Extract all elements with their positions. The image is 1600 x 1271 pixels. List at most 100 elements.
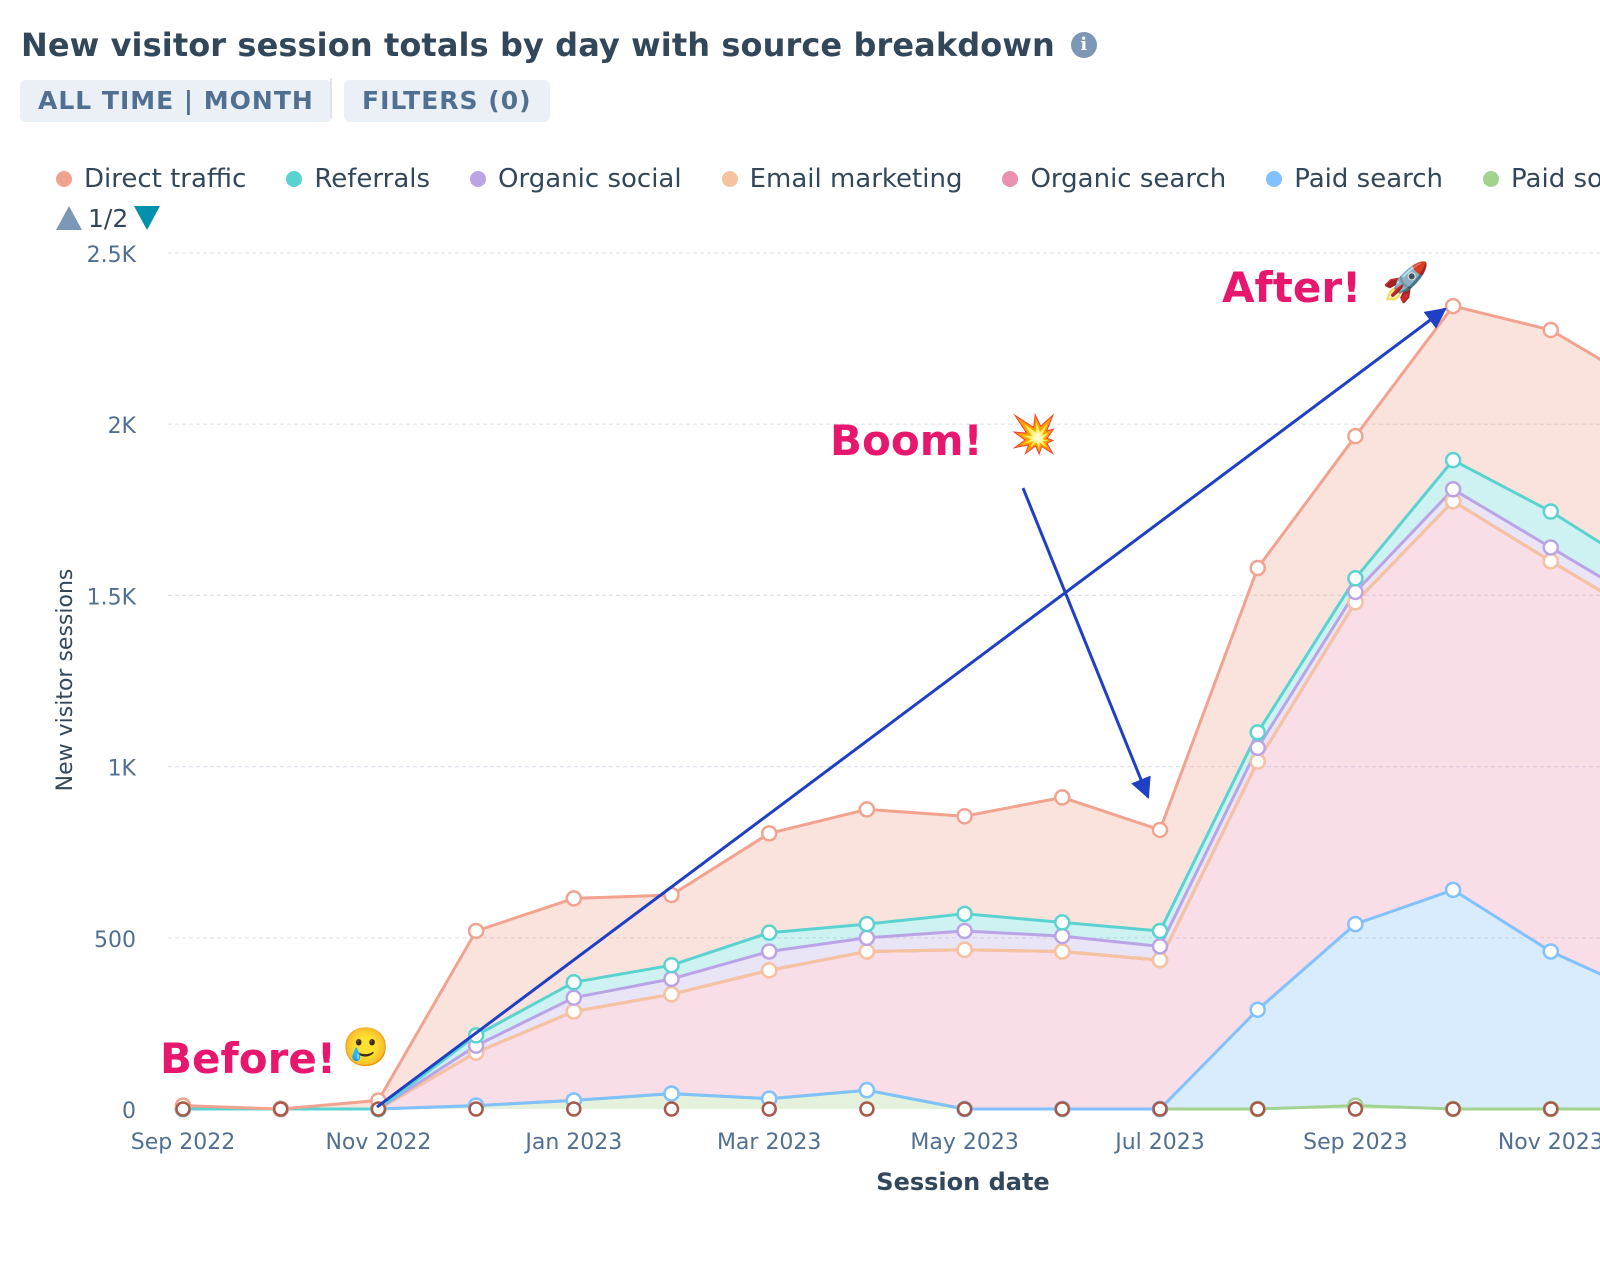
data-point-direct-traffic — [1249, 559, 1266, 577]
x-tick-label: Nov 2022 — [325, 1130, 431, 1155]
legend-dot — [470, 171, 487, 187]
data-point-organic-social — [858, 929, 876, 947]
series-line-paid-search — [183, 888, 1600, 1111]
annotation-emoji: 💥 — [1010, 412, 1057, 457]
legend-item-paid-search[interactable]: Paid search — [1266, 164, 1443, 194]
annotation-label-before: Before! — [160, 1034, 336, 1083]
legend-dot — [1002, 171, 1019, 187]
legend-label: Organic social — [498, 164, 682, 194]
data-point-email-marketing — [565, 1003, 583, 1020]
triangle-down-icon[interactable] — [134, 206, 161, 230]
x-tick-label: Jul 2023 — [1113, 1130, 1205, 1155]
data-point-organic-social — [1542, 539, 1560, 556]
annotation-label-boom: Boom! — [830, 416, 983, 465]
baseline-point — [1543, 1101, 1559, 1117]
data-point-direct-traffic — [1347, 427, 1364, 445]
data-point-direct-traffic — [467, 922, 485, 940]
data-point-organic-social — [1151, 938, 1169, 955]
data-point-direct-traffic — [1151, 821, 1169, 839]
legend-item-referrals[interactable]: Referrals — [286, 164, 430, 194]
data-point-organic-social — [663, 970, 680, 988]
area-paid-social — [183, 1090, 1600, 1109]
data-point-organic-social — [565, 989, 583, 1006]
x-tick-label: Nov 2023 — [1498, 1130, 1600, 1155]
data-point-email-marketing — [760, 962, 778, 979]
legend-dot — [1483, 171, 1500, 187]
baseline-point — [859, 1101, 875, 1117]
data-point-paid-search — [1542, 943, 1560, 960]
data-point-paid-search — [1249, 1001, 1266, 1018]
chart-legend: Direct traffic Referrals Organic social Ema… — [56, 162, 1600, 196]
data-point-direct-traffic — [956, 807, 973, 825]
data-point-paid-search — [1444, 881, 1462, 899]
boom-arrow — [1021, 487, 1151, 799]
legend-item-organic-search[interactable]: Organic search — [1002, 164, 1226, 194]
baseline-point — [566, 1101, 582, 1117]
series-line-email-marketing — [183, 499, 1600, 1111]
data-point-referrals — [1151, 922, 1169, 940]
legend-item-email-marketing[interactable]: Email marketing — [721, 164, 963, 194]
legend-label: Referrals — [314, 164, 431, 194]
baseline-point — [663, 1101, 680, 1117]
x-tick-label: Jan 2023 — [523, 1130, 622, 1155]
baseline-point — [468, 1101, 484, 1117]
legend-item-organic-social[interactable]: Organic social — [470, 164, 682, 194]
legend-page-indicator: 1/2 — [88, 203, 129, 233]
data-point-email-marketing — [1249, 753, 1266, 770]
data-point-email-marketing — [1542, 552, 1560, 570]
data-point-organic-social — [1054, 927, 1071, 945]
area-direct-traffic — [183, 306, 1600, 1109]
legend-label: Email marketing — [749, 164, 963, 194]
data-point-direct-traffic — [760, 825, 778, 842]
data-point-referrals — [1249, 724, 1266, 741]
data-point-email-marketing — [1054, 943, 1071, 960]
series-line-organic-social — [183, 487, 1600, 1111]
data-point-direct-traffic — [1054, 789, 1071, 806]
legend-item-direct-traffic[interactable]: Direct traffic — [56, 164, 246, 194]
data-point-direct-traffic — [1542, 321, 1560, 339]
data-point-referrals — [1444, 451, 1462, 469]
series-line-referrals — [183, 458, 1600, 1111]
series-line-direct-traffic — [182, 304, 1600, 1111]
x-axis-title: Session date — [876, 1168, 1049, 1196]
data-point-direct-traffic — [1444, 297, 1462, 315]
data-point-paid-search — [663, 1085, 680, 1102]
triangle-up-icon[interactable] — [56, 206, 82, 230]
baseline-point — [1152, 1101, 1168, 1117]
baseline-point — [956, 1101, 973, 1117]
filters-button[interactable]: FILTERS (0) — [344, 80, 550, 122]
baseline-point — [1054, 1101, 1071, 1117]
y-tick-label: 2K — [108, 414, 137, 439]
legend-label: Direct traffic — [84, 164, 247, 194]
legend-item-paid-social[interactable]: Paid social — [1483, 164, 1600, 194]
data-point-referrals — [956, 905, 973, 923]
data-point-organic-social — [956, 922, 973, 940]
area-organic-search — [183, 501, 1600, 1109]
data-point-organic-social — [1347, 583, 1364, 601]
date-range-button[interactable]: ALL TIME | MONTH — [20, 80, 332, 122]
data-point-referrals — [1542, 503, 1560, 520]
y-tick-label: 1.5K — [87, 585, 137, 610]
baseline-point — [1347, 1101, 1364, 1117]
x-tick-label: Sep 2022 — [131, 1130, 235, 1155]
legend-label: Paid search — [1294, 164, 1444, 194]
area-paid-search — [183, 889, 1600, 1109]
legend-dot — [286, 171, 303, 187]
x-tick-label: May 2023 — [910, 1130, 1018, 1155]
data-point-email-marketing — [1151, 951, 1169, 969]
y-tick-label: 0 — [122, 1099, 136, 1124]
annotation-label-after: After! — [1222, 263, 1361, 312]
data-point-organic-social — [760, 943, 778, 960]
data-point-organic-social — [1249, 739, 1266, 757]
baseline-point — [370, 1101, 387, 1117]
y-tick-label: 500 — [94, 928, 136, 953]
legend-label: Organic search — [1030, 164, 1227, 194]
x-tick-label: Mar 2023 — [717, 1130, 822, 1155]
x-tick-label: Sep 2023 — [1303, 1130, 1407, 1155]
data-point-referrals — [1347, 570, 1364, 587]
info-icon[interactable]: i — [1070, 32, 1097, 58]
chart-title-text: New visitor session totals by day with s… — [21, 26, 1055, 64]
data-point-direct-traffic — [565, 890, 583, 907]
data-point-email-marketing — [663, 986, 680, 1003]
